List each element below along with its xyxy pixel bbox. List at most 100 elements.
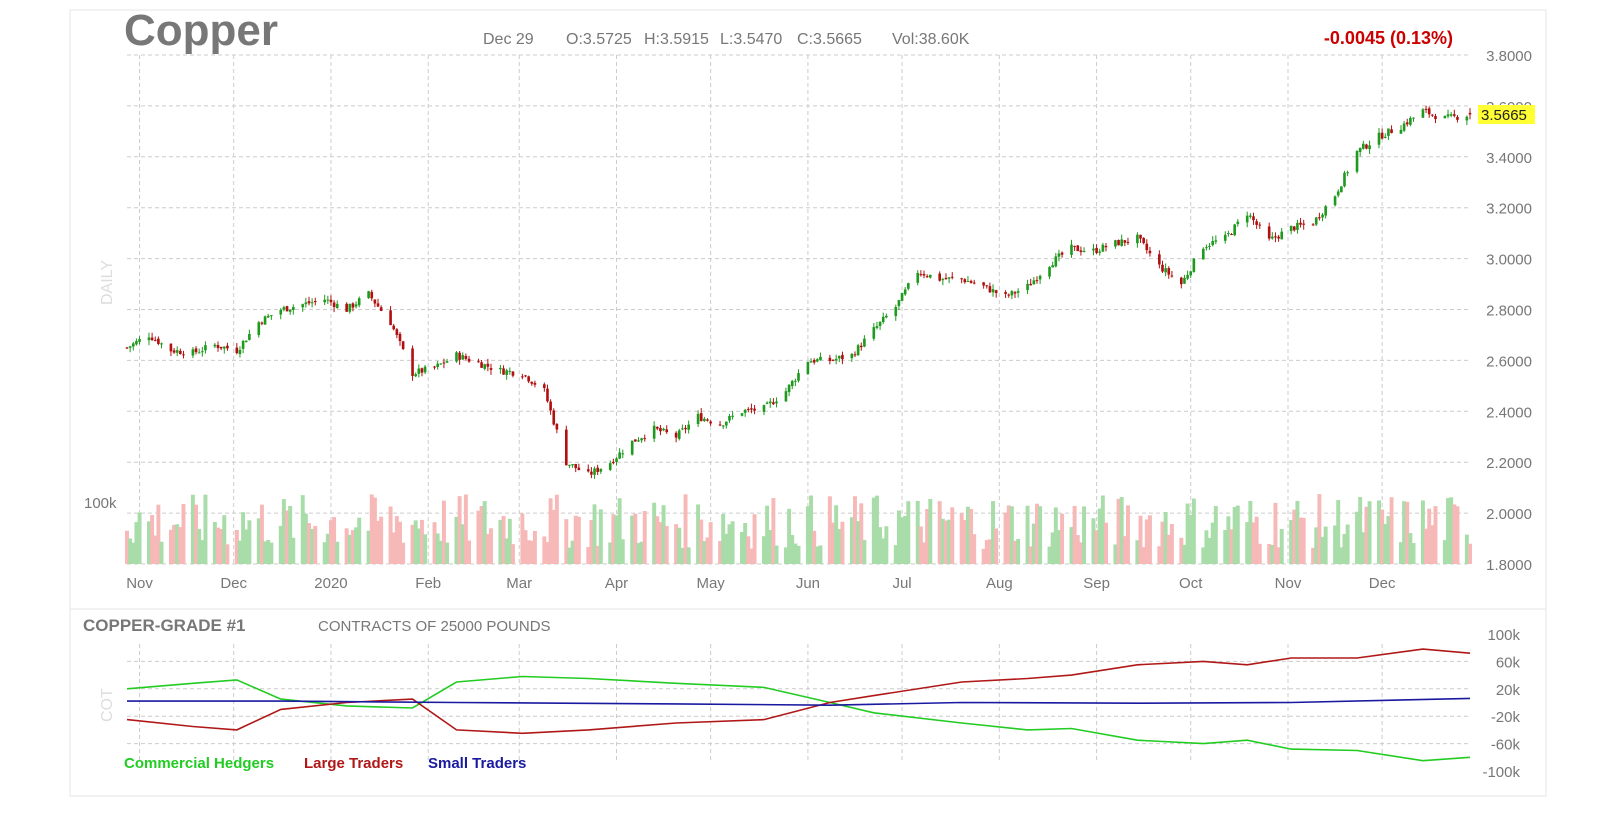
volume-bar xyxy=(190,494,195,564)
candle-body xyxy=(991,289,995,293)
volume-bar xyxy=(1301,517,1306,564)
candle-body xyxy=(379,307,383,311)
candle-body xyxy=(1271,236,1274,239)
volume-bar xyxy=(1144,519,1149,564)
volume-bar xyxy=(1207,537,1212,564)
cot-lines xyxy=(126,648,1471,762)
volume-bar xyxy=(1229,529,1234,564)
volume-bar xyxy=(435,533,440,564)
candle-body xyxy=(853,354,857,356)
volume-bar xyxy=(900,517,905,564)
candle-body xyxy=(1145,243,1149,251)
volume-bar xyxy=(1311,547,1316,564)
volume-bar xyxy=(1408,533,1413,564)
candle-body xyxy=(1321,214,1324,218)
candle-body xyxy=(458,352,461,360)
candle-body xyxy=(1013,292,1017,294)
candle-body xyxy=(1274,236,1277,238)
volume-bar xyxy=(1336,500,1341,564)
volume-bar xyxy=(1398,542,1403,564)
candle-body xyxy=(768,401,772,404)
cot-side-label: COT xyxy=(99,688,116,722)
volume-bar xyxy=(1138,515,1143,564)
volume-bar xyxy=(445,542,450,564)
candle-body xyxy=(552,410,556,425)
volume-bar xyxy=(1091,518,1096,564)
volume-bar xyxy=(1323,526,1328,564)
date-tick-label: Apr xyxy=(605,575,628,592)
candle-body xyxy=(150,337,154,341)
cot-tick-label: -20k xyxy=(1491,709,1521,726)
candle-body xyxy=(226,345,229,349)
candle-body xyxy=(1142,237,1145,244)
volume-bar xyxy=(1298,517,1303,564)
candle-body xyxy=(179,350,182,355)
candle-body xyxy=(1004,292,1007,294)
candle-body xyxy=(1060,252,1064,255)
candle-body xyxy=(765,402,769,404)
candle-body xyxy=(837,355,841,359)
candle-body xyxy=(928,274,932,278)
volume-bar xyxy=(526,540,531,564)
volume-bar xyxy=(796,545,801,564)
volume-bar xyxy=(771,498,776,564)
volume-bar xyxy=(1226,516,1231,564)
volume-bar xyxy=(545,542,550,564)
candle-body xyxy=(1070,244,1073,255)
date-tick-label: Dec xyxy=(220,575,247,592)
candle-body xyxy=(1211,241,1215,246)
volume-bar xyxy=(1455,506,1460,564)
candle-body xyxy=(160,343,163,345)
candle-body xyxy=(1227,233,1230,235)
volume-bar xyxy=(1442,540,1447,564)
candle-body xyxy=(1368,145,1371,150)
cot-subtitle: CONTRACTS OF 25000 POUNDS xyxy=(318,618,551,635)
volume-bar xyxy=(1320,536,1325,564)
candle-body xyxy=(1092,248,1095,251)
candle-body xyxy=(1148,250,1152,254)
candle-body xyxy=(1167,268,1171,275)
candle-body xyxy=(1365,144,1368,149)
volume-bar xyxy=(617,498,622,564)
daily-side-label: DAILY xyxy=(99,260,116,305)
candle-body xyxy=(662,428,665,431)
volume-bar xyxy=(859,503,864,564)
volume-bar xyxy=(1013,540,1017,564)
volume-bar xyxy=(394,516,399,564)
volume-bar xyxy=(153,535,158,564)
candle-body xyxy=(834,358,838,361)
volume-bar xyxy=(1069,527,1074,564)
volume-bar xyxy=(1411,543,1416,564)
volume-bar xyxy=(1038,506,1043,564)
candle-body xyxy=(615,458,618,462)
candle-body xyxy=(307,301,311,304)
volume-bar xyxy=(137,512,142,564)
volume-bar xyxy=(1223,530,1228,564)
volume-bar xyxy=(548,498,553,564)
candle-body xyxy=(571,464,574,466)
candle-body xyxy=(200,351,204,353)
candle-body xyxy=(1054,256,1058,267)
candle-body xyxy=(527,376,530,382)
candle-body xyxy=(1161,264,1164,272)
candle-body xyxy=(477,361,480,363)
volume-bar xyxy=(805,506,810,564)
candle-body xyxy=(511,371,515,376)
volume-bar xyxy=(1047,546,1052,564)
candle-body xyxy=(546,388,549,402)
volume-bar xyxy=(1157,546,1162,564)
candle-body xyxy=(1158,254,1161,265)
volume-bar xyxy=(699,519,704,564)
volume-bar xyxy=(1270,544,1275,564)
candle-body xyxy=(1189,271,1193,276)
volume-bar xyxy=(379,516,384,564)
price-tick-label: 1.8000 xyxy=(1486,557,1532,574)
candle-body xyxy=(746,408,750,410)
candle-body xyxy=(1010,290,1014,296)
volume-bar xyxy=(827,496,832,564)
candle-body xyxy=(797,373,800,381)
candle-body xyxy=(499,367,502,370)
volume-bar xyxy=(740,531,744,564)
volume-bar xyxy=(686,547,691,564)
candle-body xyxy=(677,430,681,439)
